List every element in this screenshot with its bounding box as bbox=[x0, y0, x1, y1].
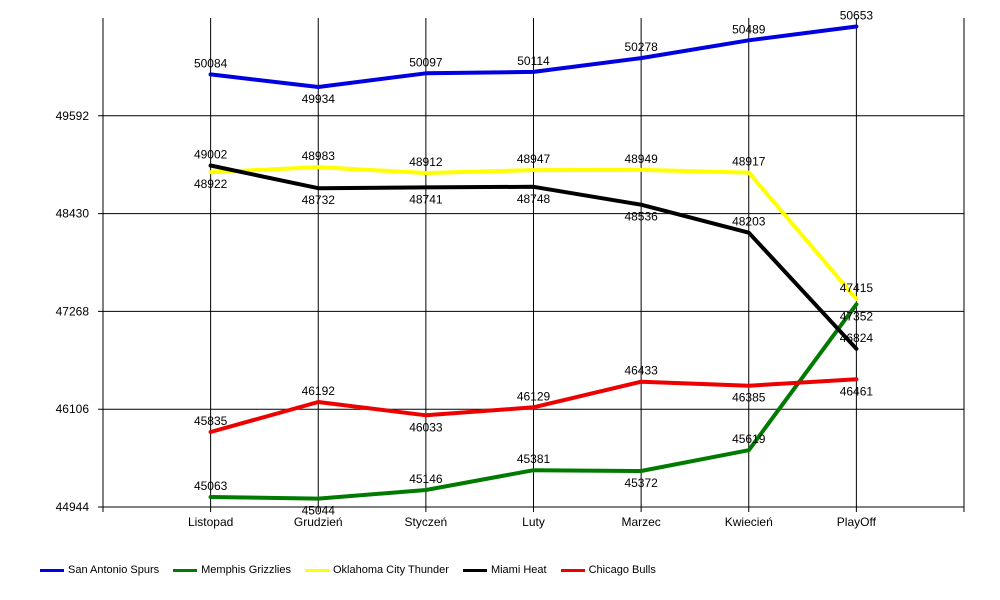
data-label: 50114 bbox=[517, 54, 550, 68]
legend-swatch bbox=[173, 568, 198, 572]
legend-label: Oklahoma City Thunder bbox=[332, 564, 449, 576]
data-label: 49002 bbox=[194, 147, 228, 161]
data-label: 48732 bbox=[302, 193, 336, 207]
data-label: 45381 bbox=[517, 452, 551, 466]
data-label: 50097 bbox=[409, 55, 443, 69]
series-line bbox=[208, 24, 859, 89]
x-tick-label: Grudzień bbox=[294, 515, 343, 529]
y-tick-label: 48430 bbox=[56, 207, 90, 221]
series-line bbox=[208, 163, 859, 351]
legend-item: Miami Heat bbox=[462, 564, 547, 576]
data-label: 48983 bbox=[302, 149, 336, 163]
series-line bbox=[208, 302, 859, 501]
x-tick-label: Kwiecień bbox=[725, 515, 773, 529]
legend-swatch bbox=[462, 568, 487, 572]
data-label: 50084 bbox=[194, 56, 228, 70]
x-tick-label: PlayOff bbox=[837, 515, 877, 529]
data-label: 50489 bbox=[732, 22, 766, 36]
grid bbox=[98, 18, 965, 512]
data-label: 48949 bbox=[624, 152, 658, 166]
data-label: 45372 bbox=[624, 476, 658, 490]
data-label: 48203 bbox=[732, 215, 766, 229]
legend-label: Memphis Grizzlies bbox=[201, 564, 291, 576]
legend-label: San Antonio Spurs bbox=[68, 564, 160, 576]
data-label: 46192 bbox=[302, 384, 336, 398]
series-line bbox=[208, 377, 859, 434]
x-tick-label: Listopad bbox=[188, 515, 233, 529]
legend-label: Chicago Bulls bbox=[588, 564, 656, 576]
y-tick-label: 49592 bbox=[56, 109, 90, 123]
legend-swatch bbox=[40, 568, 64, 572]
x-tick-label: Styczeń bbox=[405, 515, 448, 529]
data-label: 50278 bbox=[624, 40, 658, 54]
series-lines bbox=[208, 24, 859, 501]
data-label: 48536 bbox=[624, 210, 658, 224]
legend-item: Chicago Bulls bbox=[560, 564, 656, 576]
data-label: 47415 bbox=[840, 281, 874, 295]
data-label: 46129 bbox=[517, 389, 551, 403]
data-label: 48912 bbox=[409, 155, 443, 169]
data-label: 46433 bbox=[624, 364, 658, 378]
data-labels: 50084 45063 48922 49002 45835 49934 45044 48983… bbox=[194, 9, 873, 518]
legend-swatch bbox=[304, 568, 329, 572]
data-label: 46824 bbox=[840, 331, 874, 345]
series-line bbox=[208, 165, 859, 301]
data-label: 48917 bbox=[732, 155, 766, 169]
data-label: 45835 bbox=[194, 414, 228, 428]
legend-item: San Antonio Spurs bbox=[40, 564, 159, 576]
data-label: 45063 bbox=[194, 479, 228, 493]
axes: 44944 46106 47268 48430 49592 Listopad Grudzie… bbox=[56, 18, 877, 529]
data-label: 48741 bbox=[409, 192, 443, 206]
data-label: 46461 bbox=[840, 384, 874, 398]
legend-item: Memphis Grizzlies bbox=[173, 564, 291, 576]
y-tick-label: 46106 bbox=[56, 402, 90, 416]
legend-label: Miami Heat bbox=[490, 564, 547, 576]
data-label: 46033 bbox=[409, 420, 443, 434]
data-label: 48922 bbox=[194, 177, 228, 191]
y-tick-label: 47268 bbox=[56, 304, 90, 318]
x-tick-label: Marzec bbox=[621, 515, 660, 529]
data-label: 45044 bbox=[302, 504, 336, 518]
data-label: 47352 bbox=[840, 309, 874, 323]
data-label: 45619 bbox=[732, 432, 766, 446]
data-label: 48947 bbox=[517, 152, 551, 166]
legend: San Antonio Spurs Memphis Grizzlies Oklaho… bbox=[40, 560, 670, 580]
data-label: 50653 bbox=[840, 9, 874, 23]
legend-swatch bbox=[560, 568, 585, 572]
line-chart: 44944 46106 47268 48430 49592 Listopad Grudzie… bbox=[56, 9, 965, 529]
legend-item: Oklahoma City Thunder bbox=[304, 564, 449, 576]
data-label: 48748 bbox=[517, 192, 551, 206]
data-label: 45146 bbox=[409, 472, 443, 486]
data-label: 46385 bbox=[732, 391, 766, 405]
y-tick-label: 44944 bbox=[56, 500, 90, 514]
data-label: 49934 bbox=[302, 92, 336, 106]
x-tick-label: Luty bbox=[522, 515, 545, 529]
